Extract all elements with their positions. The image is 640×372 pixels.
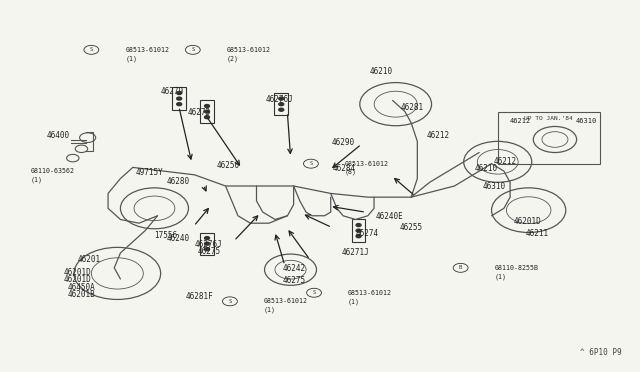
Bar <box>200 100 214 123</box>
Text: 46310: 46310 <box>575 118 596 124</box>
Text: B: B <box>459 265 462 270</box>
Text: 46274: 46274 <box>355 229 379 238</box>
Text: 46212: 46212 <box>493 157 516 166</box>
Text: 46279: 46279 <box>161 87 184 96</box>
Circle shape <box>205 237 209 240</box>
Text: (2): (2) <box>227 55 239 62</box>
Text: 46275: 46275 <box>282 276 306 285</box>
Text: 46201D: 46201D <box>63 268 92 277</box>
Circle shape <box>279 108 284 111</box>
Text: (1): (1) <box>495 273 507 280</box>
Text: 46290: 46290 <box>332 138 355 147</box>
Text: 46201D: 46201D <box>63 275 92 284</box>
Text: 46210: 46210 <box>370 67 393 76</box>
Text: S: S <box>90 47 93 52</box>
Text: 46240E: 46240E <box>375 212 403 221</box>
Text: 46271J: 46271J <box>342 248 370 257</box>
Circle shape <box>205 105 209 108</box>
Text: 08513-61012: 08513-61012 <box>125 47 170 53</box>
Bar <box>172 87 186 110</box>
Text: 46210: 46210 <box>475 164 498 173</box>
Text: 46276J: 46276J <box>266 95 294 104</box>
Text: 46255: 46255 <box>400 223 423 232</box>
Text: UP TO JAN.'84: UP TO JAN.'84 <box>524 116 573 121</box>
Text: 08513-61012: 08513-61012 <box>264 298 308 304</box>
Bar <box>275 93 288 115</box>
Text: 46273: 46273 <box>188 108 211 117</box>
Circle shape <box>356 235 361 238</box>
Text: S: S <box>228 299 232 304</box>
Circle shape <box>279 97 284 100</box>
Text: 46310: 46310 <box>483 182 506 191</box>
Text: 49715Y: 49715Y <box>136 169 164 177</box>
Circle shape <box>356 224 361 227</box>
Circle shape <box>205 110 209 113</box>
Circle shape <box>205 242 209 245</box>
Text: 08513-61012: 08513-61012 <box>227 47 271 53</box>
Text: 46201D: 46201D <box>513 217 541 226</box>
Circle shape <box>205 116 209 119</box>
Text: (1): (1) <box>125 55 138 62</box>
Text: 46284: 46284 <box>333 164 356 173</box>
Bar <box>498 112 600 164</box>
Text: (1): (1) <box>264 307 276 313</box>
Text: 46275: 46275 <box>198 247 221 256</box>
Text: S: S <box>191 47 195 52</box>
Text: 46281: 46281 <box>401 103 424 112</box>
Circle shape <box>177 97 182 100</box>
Circle shape <box>205 248 209 251</box>
Text: 08110-63562: 08110-63562 <box>31 168 75 174</box>
Text: 46281F: 46281F <box>186 292 213 301</box>
Text: 08110-8255B: 08110-8255B <box>495 265 539 271</box>
Text: 46201: 46201 <box>77 255 100 264</box>
Text: 46280: 46280 <box>167 177 190 186</box>
Text: 46201B: 46201B <box>67 290 95 299</box>
Bar <box>200 232 214 255</box>
Text: ^ 6P10 P9: ^ 6P10 P9 <box>580 348 621 357</box>
Text: 08513-61012: 08513-61012 <box>348 290 392 296</box>
Text: 46212: 46212 <box>427 131 450 140</box>
Text: (8): (8) <box>345 169 357 176</box>
Text: (1): (1) <box>31 176 43 183</box>
Text: 46240: 46240 <box>167 234 190 243</box>
Circle shape <box>177 92 182 94</box>
Text: (1): (1) <box>348 298 360 305</box>
Circle shape <box>279 103 284 106</box>
Text: 46242: 46242 <box>282 264 306 273</box>
Text: 46250: 46250 <box>216 161 239 170</box>
Bar <box>352 219 365 242</box>
Text: S: S <box>309 161 312 166</box>
Text: 46400: 46400 <box>46 131 69 140</box>
Text: S: S <box>312 290 316 295</box>
Text: 46276J: 46276J <box>195 240 223 249</box>
Text: 46211: 46211 <box>525 229 548 238</box>
Circle shape <box>177 103 182 106</box>
Text: 08513-61012: 08513-61012 <box>345 161 389 167</box>
Text: 17556: 17556 <box>154 231 177 240</box>
Text: 46212: 46212 <box>510 118 531 124</box>
Circle shape <box>356 229 361 232</box>
Text: 46450A: 46450A <box>67 283 95 292</box>
